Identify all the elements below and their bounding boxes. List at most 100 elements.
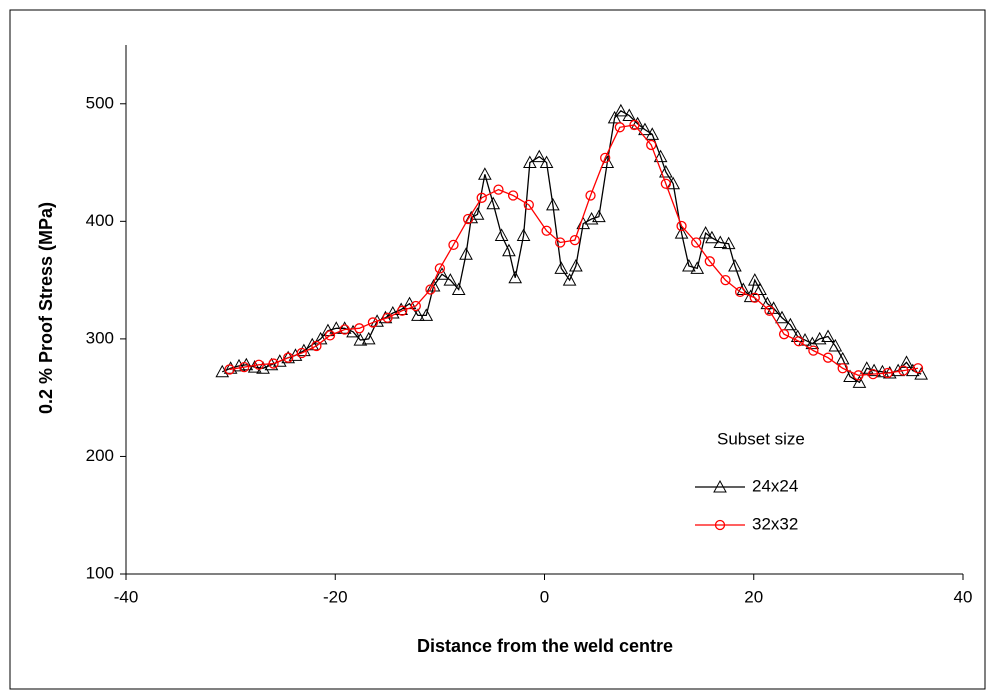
marker — [554, 261, 569, 274]
x-tick-label: 0 — [540, 587, 549, 606]
marker — [354, 323, 365, 334]
marker — [367, 317, 379, 328]
marker — [843, 369, 857, 383]
marker — [676, 220, 687, 232]
marker — [790, 329, 805, 343]
marker — [232, 358, 246, 372]
marker — [821, 329, 835, 343]
marker — [443, 273, 458, 286]
chart-border — [9, 9, 986, 690]
marker — [508, 270, 523, 284]
y-tick-label: 500 — [86, 93, 114, 112]
y-tick-label: 200 — [86, 446, 114, 465]
marker — [783, 317, 798, 331]
marker — [555, 237, 566, 248]
marker — [812, 331, 827, 345]
marker — [516, 228, 531, 241]
legend-title: Subset size — [717, 429, 805, 448]
marker — [419, 308, 434, 321]
marker — [539, 155, 554, 169]
series-line — [222, 110, 922, 384]
marker — [775, 310, 789, 324]
marker — [614, 122, 625, 133]
marker — [502, 243, 516, 257]
marker — [867, 369, 879, 380]
marker — [339, 324, 350, 335]
marker — [734, 286, 746, 298]
marker — [337, 321, 352, 334]
marker — [546, 197, 560, 211]
marker — [859, 361, 874, 374]
y-axis-title: 0.2 % Proof Stress (MPa) — [36, 202, 56, 414]
marker — [822, 352, 834, 363]
x-tick-label: 40 — [954, 587, 973, 606]
marker — [448, 239, 459, 250]
marker — [470, 207, 485, 220]
legend-marker — [714, 519, 726, 531]
marker — [268, 358, 279, 369]
marker — [410, 300, 421, 312]
marker — [747, 273, 762, 286]
marker — [569, 234, 580, 246]
marker — [728, 258, 742, 272]
marker — [435, 267, 449, 280]
marker — [476, 192, 487, 203]
x-tick-label: -20 — [323, 587, 348, 606]
x-tick-label: -40 — [114, 587, 139, 606]
series-line — [229, 124, 919, 376]
marker — [311, 340, 322, 352]
marker — [808, 345, 819, 356]
marker — [592, 209, 606, 223]
marker — [523, 199, 534, 211]
marker — [397, 305, 408, 316]
marker — [353, 333, 368, 346]
marker — [494, 228, 509, 241]
marker — [434, 263, 446, 274]
y-tick-label: 100 — [86, 563, 114, 582]
marker — [659, 164, 673, 178]
marker — [614, 103, 628, 117]
marker — [852, 375, 867, 388]
marker — [411, 308, 425, 321]
marker — [704, 256, 715, 267]
x-tick-label: 20 — [744, 587, 763, 606]
marker — [875, 364, 890, 378]
marker — [753, 282, 767, 296]
marker — [507, 190, 519, 201]
marker — [646, 139, 657, 151]
marker — [239, 361, 250, 373]
marker — [764, 305, 775, 316]
legend-marker — [713, 479, 727, 493]
y-tick-label: 300 — [86, 328, 114, 347]
marker — [569, 258, 583, 272]
marker — [622, 108, 637, 122]
marker — [451, 282, 466, 296]
marker — [853, 370, 864, 381]
marker — [793, 336, 804, 347]
marker — [486, 196, 501, 210]
marker — [891, 363, 905, 377]
marker — [645, 127, 660, 140]
y-tick-label: 400 — [86, 211, 114, 230]
marker — [478, 167, 492, 180]
marker — [493, 184, 504, 195]
legend-label: 24x24 — [752, 476, 798, 495]
marker — [698, 226, 713, 239]
marker — [324, 330, 336, 341]
marker — [382, 312, 393, 323]
marker — [462, 213, 474, 225]
marker — [247, 360, 262, 373]
marker — [629, 119, 640, 131]
marker — [283, 352, 294, 363]
marker — [713, 235, 728, 248]
marker — [705, 230, 719, 244]
marker — [541, 225, 552, 236]
marker — [898, 365, 909, 376]
marker — [224, 364, 235, 375]
marker — [778, 329, 790, 340]
marker — [532, 149, 547, 163]
marker — [660, 178, 672, 189]
marker — [459, 247, 473, 260]
marker — [600, 152, 611, 164]
